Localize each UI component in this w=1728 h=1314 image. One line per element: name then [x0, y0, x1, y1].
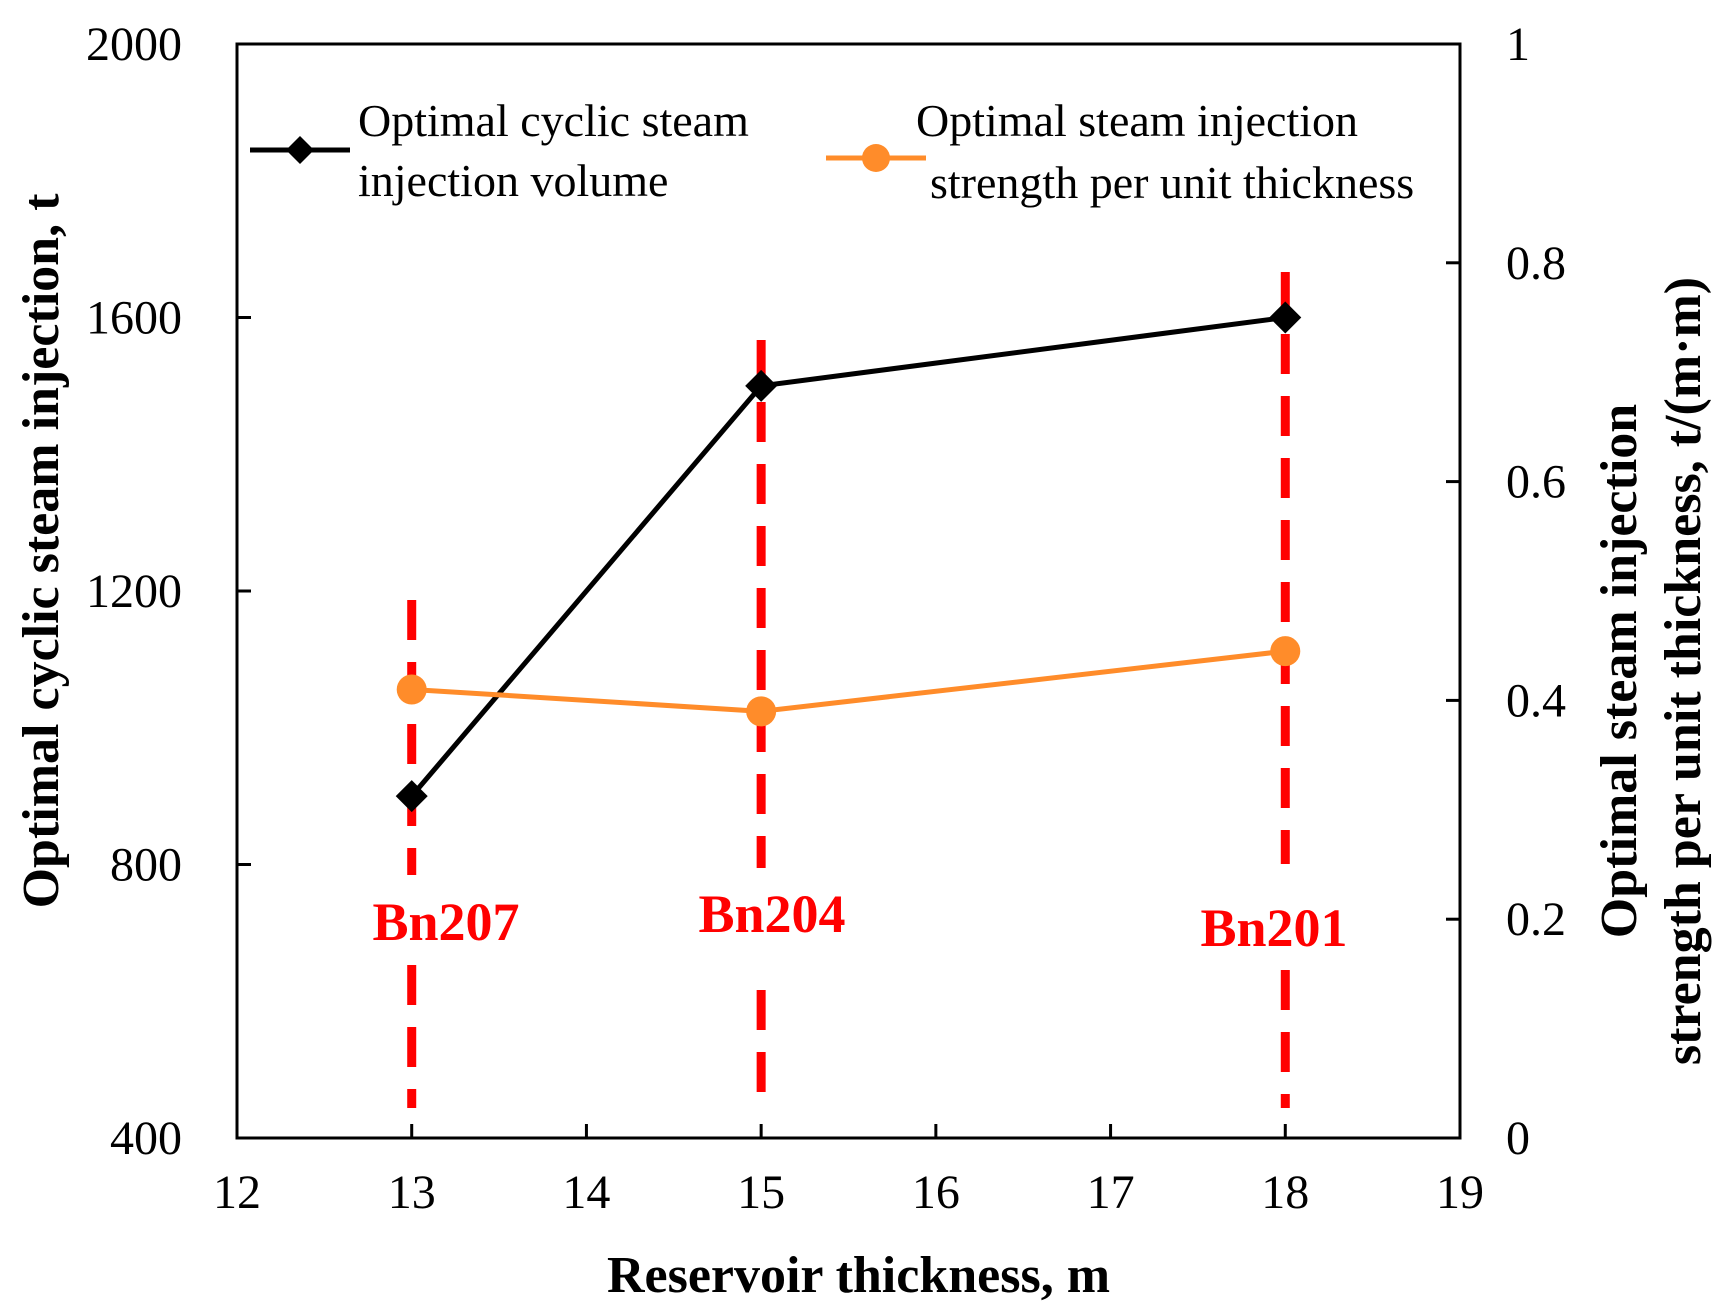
y-right-axis-title-line1: Optimal steam injection: [1591, 404, 1648, 938]
legend-label: Optimal steam injection: [916, 95, 1358, 146]
data-point-circle: [1270, 636, 1301, 667]
data-point-circle: [746, 696, 777, 727]
y-left-tick-label: 2000: [86, 18, 182, 71]
series-line-1: [411, 648, 1286, 714]
x-tick-label: 16: [912, 1166, 960, 1219]
data-point-diamond: [1269, 301, 1302, 334]
plot-frame: [235, 42, 1462, 1140]
y-right-tick-label: 0.4: [1506, 674, 1566, 727]
y-right-tick-label: 0.8: [1506, 237, 1566, 290]
x-tick-label: 18: [1261, 1166, 1309, 1219]
legend-marker-circle: [862, 144, 890, 172]
y-left-tick-label: 1600: [86, 292, 182, 345]
legend-label: Optimal cyclic steam: [358, 95, 749, 146]
data-point-diamond: [395, 780, 428, 813]
x-tick-label: 14: [562, 1166, 610, 1219]
data-point-diamond: [745, 369, 778, 402]
y-right-tick-label: 0: [1506, 1112, 1530, 1165]
annotation-label: Bn201: [1200, 898, 1347, 958]
legend-label: injection volume: [358, 155, 668, 206]
y-left-tick-label: 1200: [86, 565, 182, 618]
annotation-label: Bn207: [372, 892, 519, 952]
x-tick-label: 19: [1436, 1166, 1484, 1219]
series-line-0: [409, 315, 1286, 798]
y-right-axis-title-line2: strength per unit thickness, t/(m·m): [1655, 277, 1712, 1065]
x-tick-label: 17: [1087, 1166, 1135, 1219]
y-right-tick-label: 0.6: [1506, 456, 1566, 509]
plot-layer: 12 13 14 15 16 17 18 19 400 800 1200 1600 2000 0 0.2 0.…: [13, 18, 1712, 1304]
x-tick-label: 15: [737, 1166, 785, 1219]
x-tick-label: 13: [388, 1166, 436, 1219]
annotation-label: Bn204: [698, 884, 845, 944]
x-axis-title: Reservoir thickness, m: [607, 1247, 1110, 1304]
y-left-tick-label: 400: [110, 1112, 182, 1165]
legend-marker-diamond: [286, 136, 314, 164]
x-tick-label: 12: [213, 1166, 261, 1219]
y-right-tick-label: 1: [1506, 18, 1530, 71]
y-right-tick-label: 0.2: [1506, 893, 1566, 946]
y-left-tick-label: 800: [110, 839, 182, 892]
legend-label: strength per unit thickness: [930, 157, 1414, 208]
data-point-circle: [396, 674, 427, 705]
y-left-axis-title: Optimal cyclic steam injection, t: [13, 193, 70, 909]
